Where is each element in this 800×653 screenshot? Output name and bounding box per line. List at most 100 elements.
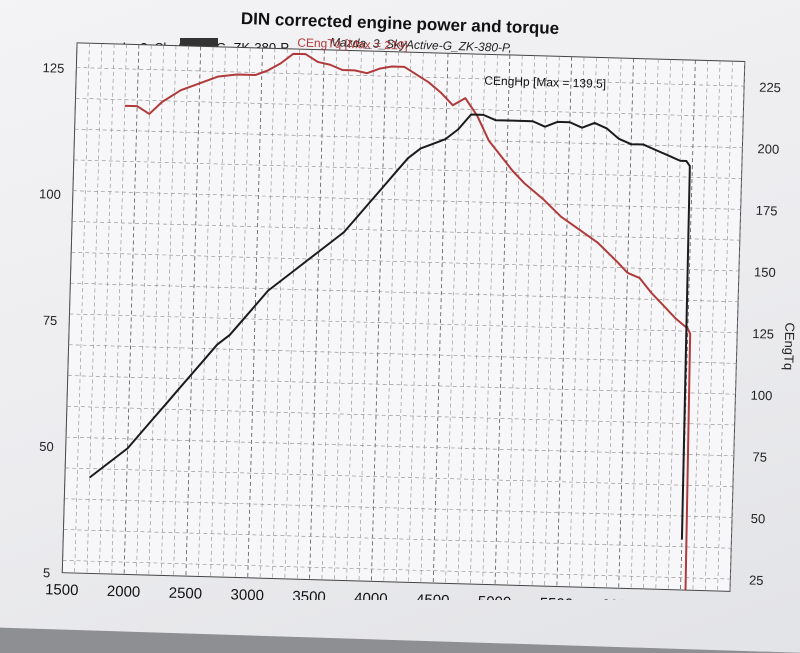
vertical-gridline	[123, 44, 140, 575]
vertical-gridline	[531, 55, 548, 586]
y-right-tick-label: 25	[749, 573, 764, 588]
x-tick-label: 3500	[292, 588, 326, 600]
x-tick-label: 2000	[107, 583, 141, 600]
vertical-gridline	[346, 50, 362, 581]
vertical-gridline	[99, 43, 115, 574]
vertical-gridline	[185, 46, 202, 577]
vertical-gridline	[655, 59, 671, 590]
horizontal-gridline	[73, 159, 742, 179]
vertical-gridline	[383, 51, 399, 582]
x-tick-label: 4000	[354, 590, 388, 600]
horizontal-gridline	[66, 406, 735, 426]
vertical-gridline	[593, 57, 610, 588]
vertical-gridline	[210, 47, 226, 577]
vertical-gridline	[445, 53, 461, 584]
vertical-gridline	[457, 53, 474, 584]
x-tick-label: 6500	[663, 598, 697, 600]
vertical-gridline	[692, 60, 708, 591]
horizontal-gridline	[71, 252, 739, 272]
vertical-gridline	[494, 54, 511, 585]
x-tick-label: 1500	[45, 581, 79, 599]
vertical-gridline	[370, 51, 387, 582]
vertical-gridline	[235, 47, 251, 578]
horizontal-gridline	[68, 344, 737, 364]
vertical-gridline	[284, 49, 300, 579]
vertical-gridline	[309, 49, 325, 580]
y-left-tick-label: 100	[39, 186, 61, 202]
vertical-gridline	[61, 42, 78, 573]
plot-area	[61, 42, 746, 592]
horizontal-gridline	[62, 560, 731, 580]
x-tick-label: 2500	[169, 585, 203, 600]
dark-tab-marker	[180, 38, 218, 49]
vertical-gridline	[606, 58, 622, 588]
vertical-gridline	[470, 54, 486, 585]
plot-group: 1500 2000 2500 3000 3500 4000 4500 5000 5500 6000…	[39, 36, 798, 600]
horizontal-gridline	[76, 67, 745, 87]
horizontal-gridline	[72, 221, 740, 241]
series-label-cenghp: CEngHp [Max = 139.5]	[484, 74, 606, 91]
vertical-gridline	[507, 55, 523, 586]
vertical-gridline	[333, 50, 350, 581]
y-right-tick-label: 225	[759, 80, 781, 96]
y-right-tick-label: 50	[751, 511, 766, 526]
x-tick-label: 6000	[601, 597, 635, 600]
y-right-tick-label: 175	[756, 203, 778, 219]
vertical-gridline	[197, 46, 214, 577]
vertical-gridline	[667, 59, 684, 590]
horizontal-gridline	[70, 282, 739, 303]
vertical-gridline	[420, 52, 436, 583]
vertical-gridline	[222, 47, 239, 578]
horizontal-gridline	[67, 375, 736, 395]
y-right-tick-label: 100	[750, 388, 772, 404]
y-left-tick-label: 125	[42, 60, 64, 76]
vertical-gridline	[544, 56, 560, 587]
x-tick-label: 4500	[416, 592, 450, 600]
vertical-gridline	[136, 44, 152, 575]
vertical-gridline	[259, 48, 276, 579]
vertical-gridline	[148, 45, 164, 576]
dyno-chart: 1500 2000 2500 3000 3500 4000 4500 5000 5500 6000…	[39, 36, 798, 600]
vertical-gridline	[643, 59, 659, 589]
horizontal-gridline	[75, 98, 744, 118]
series-label-cengtq: CEngTq [Max = 219]	[297, 36, 408, 53]
vertical-gridline	[581, 57, 597, 588]
vertical-gridline	[173, 45, 189, 576]
x-tick-label: 3000	[230, 586, 264, 600]
vertical-gridline	[704, 60, 721, 591]
series-line-cengtq	[124, 52, 692, 591]
vertical-gridline	[408, 52, 424, 583]
y-right-tick-label: 200	[757, 141, 779, 157]
vertical-gridline	[568, 57, 585, 587]
vertical-gridline	[630, 58, 647, 589]
vertical-gridline	[111, 44, 127, 575]
vertical-gridline	[86, 43, 103, 574]
horizontal-gridline	[69, 313, 738, 333]
y-left-tick-label: 5	[43, 565, 51, 580]
series-line-cenghp	[89, 113, 691, 540]
y-left-tick-label: 50	[39, 439, 54, 454]
y-right-tick-label: 125	[752, 326, 774, 342]
vertical-gridline	[482, 54, 498, 585]
vertical-gridline	[556, 56, 573, 587]
y-right-axis-label: CEngTq	[781, 322, 797, 370]
horizontal-gridline	[64, 498, 733, 518]
vertical-gridline	[519, 55, 535, 586]
horizontal-gridline	[65, 467, 733, 487]
vertical-gridline	[160, 45, 177, 576]
vertical-gridline	[618, 58, 634, 589]
vertical-gridline	[358, 51, 375, 581]
x-tick-label: 5000	[478, 593, 512, 600]
vertical-gridline	[729, 61, 746, 592]
horizontal-gridline	[72, 190, 741, 210]
horizontal-gridline	[66, 436, 734, 457]
y-right-tick-label: 75	[752, 449, 767, 464]
horizontal-gridline	[63, 529, 732, 549]
y-left-tick-label: 75	[43, 313, 58, 328]
vertical-gridline	[395, 52, 412, 583]
vertical-gridline	[74, 43, 90, 574]
vertical-gridline	[272, 48, 288, 579]
vertical-gridline	[321, 50, 338, 580]
vertical-gridline	[247, 48, 263, 578]
y-right-tick-label: 150	[754, 264, 776, 280]
